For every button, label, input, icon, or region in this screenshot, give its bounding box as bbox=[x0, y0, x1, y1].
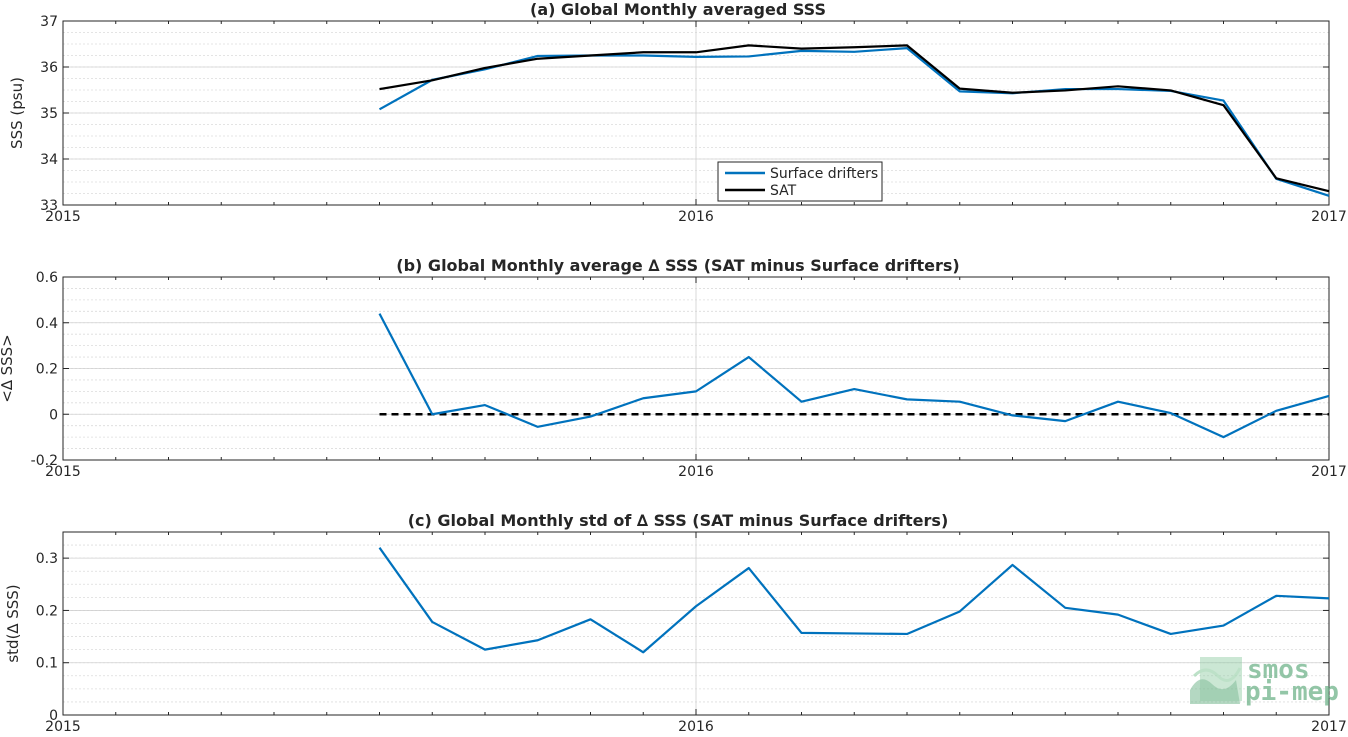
series-line-sat bbox=[379, 44, 1330, 193]
series-line-series-0 bbox=[378, 313, 1330, 439]
y-axis-label: std(∆ SSS) bbox=[4, 584, 22, 662]
y-tick-label: 37 bbox=[40, 14, 58, 30]
chart-title: (c) Global Monthly std of ∆ SSS (SAT min… bbox=[408, 511, 949, 530]
y-tick-label: 0.6 bbox=[36, 270, 58, 286]
y-tick-label: 35 bbox=[40, 106, 58, 122]
legend-label-sat: SAT bbox=[770, 183, 797, 199]
y-tick-label: 0 bbox=[49, 708, 58, 724]
x-tick-label: 2016 bbox=[678, 209, 714, 225]
x-tick-label: 2017 bbox=[1311, 464, 1347, 480]
chart-title: (b) Global Monthly average ∆ SSS (SAT mi… bbox=[396, 256, 959, 275]
y-axis-label: <∆ SSS> bbox=[0, 334, 16, 403]
panel-a-sss: 2015 2016 2017 33 34 35 36 37 (a) Global Monthly… bbox=[8, 0, 1347, 225]
y-tick-label: 0.3 bbox=[36, 551, 58, 567]
y-tick-label: -0.2 bbox=[31, 453, 58, 469]
logo-text-pi-mep: pi-mep bbox=[1245, 677, 1339, 707]
panel-c-std-delta-sss: 2015 2016 2017 0 0.1 0.2 0.3 (c) Global Monthly… bbox=[4, 511, 1347, 735]
y-tick-label: 0.2 bbox=[36, 362, 58, 378]
x-tick-label: 2016 bbox=[678, 464, 714, 480]
y-tick-label: 0.4 bbox=[36, 316, 58, 332]
y-axis-label: SSS (psu) bbox=[8, 77, 26, 149]
legend: Surface drifters SAT bbox=[717, 161, 883, 202]
logo-mark-icon bbox=[1190, 657, 1242, 704]
y-tick-label: 36 bbox=[40, 60, 58, 76]
y-tick-label: 0.1 bbox=[36, 656, 58, 672]
chart-title: (a) Global Monthly averaged SSS bbox=[530, 0, 826, 19]
y-tick-label: 34 bbox=[40, 152, 58, 168]
legend-box bbox=[717, 161, 883, 202]
logo-text-smos: smos bbox=[1247, 655, 1310, 685]
y-tick-label: 0.2 bbox=[36, 603, 58, 619]
x-tick-label: 2017 bbox=[1311, 209, 1347, 225]
y-tick-label: 33 bbox=[40, 198, 58, 214]
x-tick-label: 2015 bbox=[45, 209, 81, 225]
x-tick-label: 2015 bbox=[45, 719, 81, 735]
x-tick-label: 2016 bbox=[678, 719, 714, 735]
x-tick-label: 2015 bbox=[45, 464, 81, 480]
x-tick-label: 2017 bbox=[1311, 719, 1347, 735]
panel-b-delta-sss: 2015 2016 2017 -0.2 0 0.2 0.4 0.6 (b) Global Mon… bbox=[0, 256, 1347, 480]
smos-pi-mep-logo: smos pi-mep bbox=[1190, 655, 1339, 707]
legend-label-surface-drifters: Surface drifters bbox=[770, 166, 878, 182]
series-line-series-0 bbox=[378, 547, 1330, 654]
y-tick-label: 0 bbox=[49, 407, 58, 423]
